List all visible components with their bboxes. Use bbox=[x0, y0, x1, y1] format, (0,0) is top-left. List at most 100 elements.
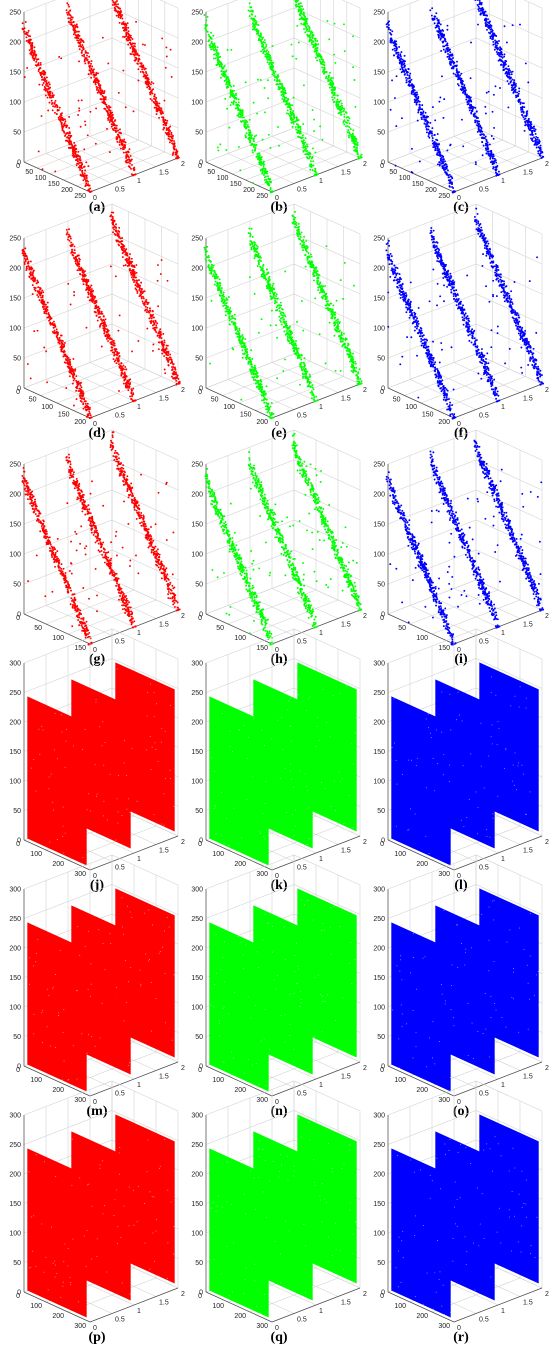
data-point bbox=[309, 38, 311, 41]
data-point bbox=[212, 48, 214, 50]
data-point bbox=[53, 111, 56, 114]
data-point bbox=[415, 91, 418, 94]
data-point bbox=[111, 349, 114, 351]
data-point bbox=[266, 79, 269, 82]
data-point bbox=[354, 150, 357, 153]
data-point bbox=[507, 106, 510, 109]
data-point bbox=[244, 81, 247, 84]
data-point bbox=[434, 15, 437, 18]
data-point bbox=[97, 79, 100, 82]
data-point bbox=[94, 83, 97, 86]
data-point bbox=[294, 126, 297, 128]
data-point bbox=[214, 45, 217, 48]
data-point bbox=[501, 60, 504, 63]
data-point bbox=[307, 30, 310, 33]
data-point bbox=[27, 262, 30, 265]
data-point bbox=[102, 101, 105, 104]
data-point bbox=[51, 92, 54, 94]
data-point bbox=[291, 125, 294, 128]
data-point bbox=[333, 53, 336, 56]
data-point bbox=[289, 117, 292, 120]
data-point bbox=[68, 140, 70, 143]
data-point bbox=[317, 43, 320, 46]
data-point bbox=[270, 63, 273, 65]
data-point bbox=[79, 43, 82, 46]
data-point bbox=[446, 44, 449, 47]
data-point bbox=[83, 148, 86, 151]
data-point bbox=[310, 41, 313, 44]
data-point bbox=[308, 152, 311, 155]
data-point bbox=[149, 97, 152, 100]
data-point bbox=[49, 317, 52, 320]
data-point bbox=[471, 107, 474, 110]
data-point bbox=[63, 342, 66, 344]
data-point bbox=[252, 101, 255, 104]
data-point bbox=[490, 135, 493, 137]
data-point bbox=[133, 48, 136, 51]
data-point bbox=[247, 133, 250, 136]
data-point bbox=[60, 334, 63, 337]
data-point bbox=[31, 43, 33, 45]
data-point bbox=[328, 38, 331, 41]
data-point bbox=[85, 288, 88, 291]
data-point bbox=[69, 17, 71, 20]
data-point bbox=[483, 137, 486, 140]
data-point bbox=[482, 14, 485, 17]
data-point bbox=[457, 74, 460, 77]
data-point bbox=[72, 20, 75, 23]
data-point bbox=[474, 161, 477, 164]
data-point bbox=[510, 84, 513, 87]
data-point bbox=[113, 9, 116, 12]
data-point bbox=[250, 143, 253, 146]
data-point bbox=[494, 171, 497, 174]
data-point bbox=[264, 181, 267, 184]
data-point bbox=[60, 345, 63, 348]
data-point bbox=[387, 26, 390, 29]
data-point bbox=[391, 41, 393, 44]
data-point bbox=[300, 9, 303, 12]
data-point bbox=[220, 65, 223, 68]
data-point bbox=[128, 148, 131, 151]
floor-gridline bbox=[45, 153, 113, 184]
data-point bbox=[487, 25, 490, 28]
data-point bbox=[142, 71, 145, 74]
data-point bbox=[48, 83, 51, 86]
data-point bbox=[89, 292, 92, 295]
data-point bbox=[333, 88, 336, 91]
data-point bbox=[122, 382, 125, 385]
data-point bbox=[130, 391, 133, 394]
data-point bbox=[456, 83, 459, 85]
data-point bbox=[62, 117, 65, 120]
data-point bbox=[68, 142, 71, 145]
data-point bbox=[393, 40, 396, 43]
data-point bbox=[80, 391, 83, 394]
data-point bbox=[441, 75, 443, 78]
data-point bbox=[268, 63, 271, 66]
data-point bbox=[442, 158, 445, 160]
data-point bbox=[251, 13, 254, 16]
data-point bbox=[255, 155, 258, 158]
data-point bbox=[356, 149, 358, 152]
data-point bbox=[269, 66, 272, 68]
data-point bbox=[93, 73, 96, 76]
data-point bbox=[405, 79, 408, 82]
data-point bbox=[311, 155, 314, 158]
data-point bbox=[312, 164, 315, 167]
data-point bbox=[129, 34, 132, 37]
data-point bbox=[260, 33, 263, 36]
z-tick-label: 200 bbox=[191, 40, 203, 47]
data-point bbox=[465, 93, 468, 96]
y-tick-label: 100 bbox=[217, 175, 229, 182]
data-point bbox=[24, 252, 27, 255]
data-point bbox=[83, 274, 86, 277]
data-point bbox=[309, 168, 312, 171]
data-point bbox=[82, 394, 85, 397]
data-point bbox=[61, 116, 64, 119]
data-point bbox=[133, 281, 135, 284]
data-point bbox=[511, 88, 514, 91]
z-gridline bbox=[23, 0, 179, 13]
data-point bbox=[78, 265, 81, 268]
data-point bbox=[66, 355, 69, 358]
z-gridline bbox=[387, 37, 543, 73]
data-point bbox=[533, 125, 536, 128]
